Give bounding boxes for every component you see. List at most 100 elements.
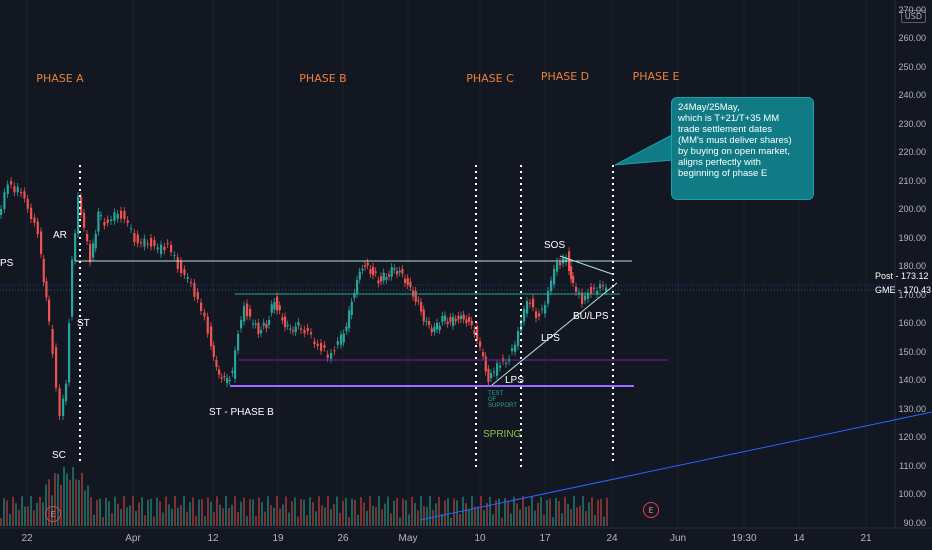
candle-body	[496, 363, 499, 376]
volume-bar	[573, 496, 575, 526]
phase-d-label: PHASE D	[540, 70, 590, 83]
candle-body	[186, 277, 189, 279]
bu-lps-label: BU/LPS	[573, 311, 609, 322]
candle-body	[446, 321, 449, 324]
volume-bar	[0, 518, 2, 526]
candle-body	[538, 313, 541, 317]
candle-body	[136, 234, 139, 244]
volume-bar	[18, 509, 20, 526]
candle-body	[404, 278, 407, 284]
candle-body	[452, 316, 455, 326]
candle-body	[97, 211, 100, 232]
volume-bar	[204, 516, 206, 526]
volume-bar	[270, 505, 272, 526]
candle-body	[340, 334, 343, 345]
volume-bar	[387, 496, 389, 526]
candle-body	[273, 302, 276, 310]
earnings-icon[interactable]: E	[643, 502, 659, 518]
volume-bar	[276, 496, 278, 526]
candle-body	[116, 213, 119, 219]
volume-bar	[438, 496, 440, 526]
volume-bar	[138, 502, 140, 526]
candle-body	[190, 282, 193, 284]
volume-bar	[435, 503, 437, 526]
volume-bar	[468, 509, 470, 526]
volume-bar	[42, 502, 44, 526]
volume-bar	[246, 516, 248, 526]
candle-body	[163, 246, 166, 251]
candle-body	[361, 268, 364, 271]
volume-bar	[561, 513, 563, 526]
volume-bar	[159, 501, 161, 526]
candle-body	[150, 237, 153, 247]
candle-body	[505, 362, 508, 364]
volume-bar	[579, 505, 581, 526]
candle-body	[45, 281, 48, 298]
volume-bar	[345, 497, 347, 526]
volume-bar	[27, 506, 29, 526]
volume-bar	[417, 510, 419, 526]
candle-body	[268, 319, 271, 325]
volume-bar	[186, 511, 188, 526]
candle-body	[511, 348, 514, 352]
volume-bar	[420, 496, 422, 526]
volume-bar	[321, 505, 323, 526]
post-market-price-tag: Post - 173.12	[875, 271, 929, 281]
volume-bar	[255, 515, 257, 526]
candle-body	[575, 286, 578, 293]
volume-bar	[189, 501, 191, 526]
volume-bar	[72, 467, 74, 526]
candle-body	[286, 324, 289, 326]
volume-bar	[24, 506, 26, 526]
candle-body	[372, 266, 375, 276]
earnings-icon[interactable]: E	[45, 506, 61, 522]
candle-body	[316, 343, 319, 347]
candle-body	[409, 281, 412, 288]
candle-body	[535, 311, 538, 319]
volume-bar	[45, 484, 47, 526]
candle-body	[570, 266, 573, 280]
candle-body	[523, 309, 526, 322]
candle-body	[369, 268, 372, 274]
volume-bar	[606, 497, 608, 526]
volume-bar	[60, 484, 62, 526]
volume-bar	[525, 506, 527, 526]
volume-bar	[375, 507, 377, 526]
candle-body	[396, 271, 399, 275]
last-price-tag: GME - 170.43	[875, 285, 932, 295]
volume-bar	[348, 517, 350, 526]
candle-body	[414, 291, 417, 302]
volume-bar	[357, 514, 359, 526]
currency-label[interactable]: USD	[900, 10, 926, 23]
candle-body	[278, 305, 281, 311]
volume-bar	[381, 509, 383, 526]
candle-body	[106, 219, 109, 223]
price-tick: 150.00	[898, 346, 926, 357]
volume-bar	[537, 502, 539, 526]
candle-body	[476, 326, 479, 341]
candle-body	[170, 244, 173, 253]
candle-body	[180, 261, 183, 274]
candle-body	[74, 233, 77, 261]
volume-bar	[225, 496, 227, 526]
volume-bar	[30, 496, 32, 526]
volume-bar	[219, 504, 221, 526]
candle-body	[330, 352, 333, 359]
volume-bar	[495, 500, 497, 526]
volume-bar	[510, 513, 512, 526]
volume-bar	[372, 505, 374, 526]
volume-bar	[360, 497, 362, 526]
price-tick: 180.00	[898, 261, 926, 272]
volume-bar	[240, 501, 242, 526]
volume-bar	[123, 496, 125, 526]
candle-body	[356, 280, 359, 294]
settlement-callout[interactable]: 24May/25May, which is T+21/T+35 MM trade…	[671, 97, 814, 200]
candle-body	[80, 196, 83, 215]
volume-bar	[486, 503, 488, 526]
candle-body	[605, 287, 608, 292]
price-tick: 260.00	[898, 33, 926, 44]
candle-body	[581, 292, 584, 304]
volume-bar	[444, 500, 446, 526]
